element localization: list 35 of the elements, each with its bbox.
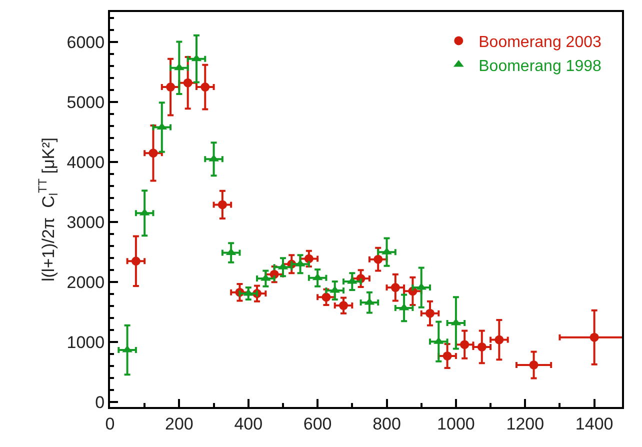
legend-label: Boomerang 1998 — [478, 58, 602, 75]
point — [390, 283, 400, 292]
point — [426, 308, 434, 318]
x-tick-label: 1000 — [437, 414, 475, 434]
x-tick-label: 200 — [165, 414, 194, 434]
point — [122, 345, 132, 352]
point — [148, 148, 158, 158]
point — [131, 256, 140, 266]
y-tick-label: 0 — [95, 393, 105, 412]
x-tick-label: 1200 — [506, 414, 544, 434]
point — [442, 351, 452, 360]
point — [590, 332, 599, 342]
y-tick-label: 5000 — [66, 93, 105, 112]
y-tick-label: 1000 — [66, 333, 105, 352]
x-tick-label: 800 — [372, 414, 401, 434]
point — [494, 335, 504, 344]
point — [529, 360, 538, 370]
y-tick-label: 6000 — [66, 32, 105, 52]
point — [322, 292, 331, 302]
point — [374, 254, 383, 264]
point — [183, 78, 192, 88]
x-tick-label: 400 — [234, 414, 263, 434]
y-tick-label: 3000 — [66, 213, 105, 232]
point — [200, 82, 210, 92]
y-tick-label: 2000 — [66, 273, 105, 292]
y-tick-label: 4000 — [66, 153, 105, 172]
point — [477, 342, 486, 352]
point — [460, 340, 470, 350]
legend-label: Boomerang 2003 — [478, 34, 602, 51]
point — [304, 254, 314, 264]
x-tick-label: 600 — [303, 414, 332, 434]
point — [218, 200, 227, 210]
point — [166, 82, 176, 92]
x-tick-label: 1400 — [575, 414, 614, 434]
point — [339, 301, 348, 310]
